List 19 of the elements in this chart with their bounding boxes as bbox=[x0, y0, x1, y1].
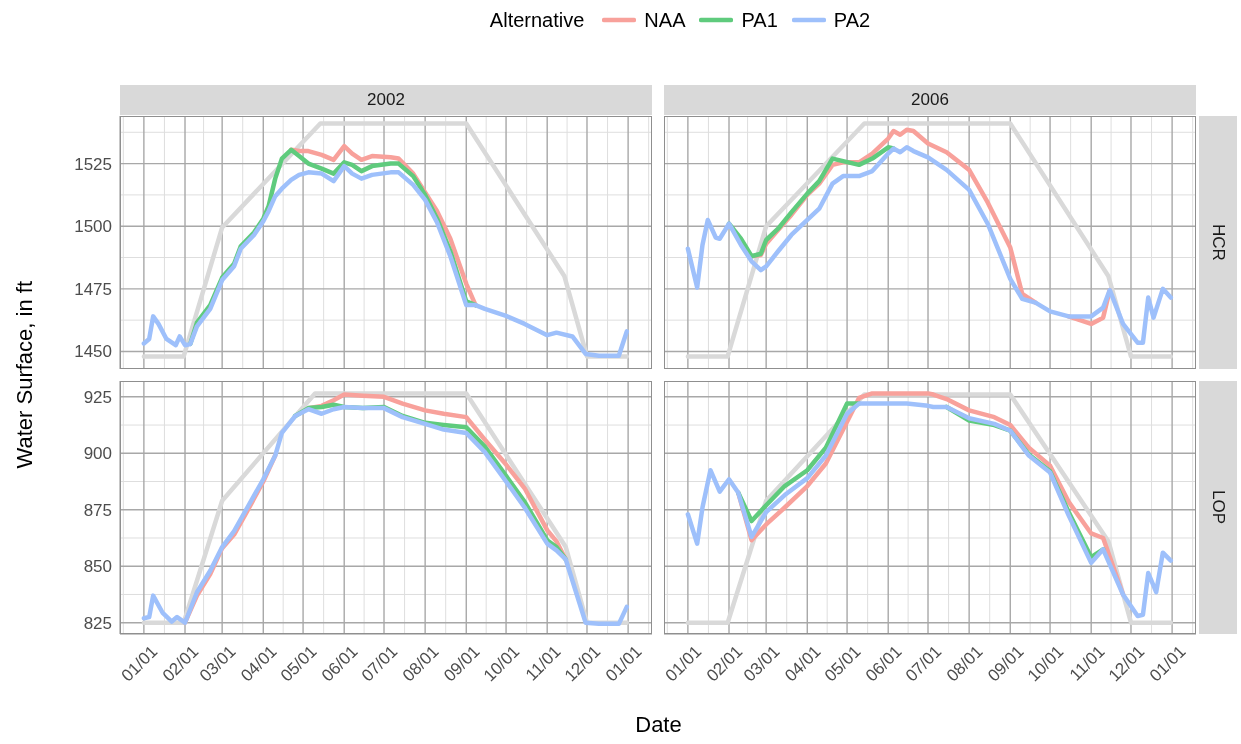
text: HCR bbox=[1208, 224, 1228, 261]
y-tick-label: 925 bbox=[83, 387, 112, 407]
legend-label: PA1 bbox=[741, 8, 778, 32]
y-tick-label: 825 bbox=[83, 613, 112, 633]
y-tick-label: 850 bbox=[83, 557, 112, 577]
legend-label: NAA bbox=[644, 8, 686, 32]
x-axis-title: Date bbox=[635, 712, 682, 737]
chart-title: 2002 bbox=[367, 90, 405, 110]
legend-title: Alternative bbox=[489, 8, 585, 32]
y-tick-label: 1450 bbox=[74, 342, 112, 362]
y-tick-label: 875 bbox=[83, 500, 112, 520]
y-tick-label: 900 bbox=[83, 444, 112, 464]
y-tick-label: 1475 bbox=[74, 279, 112, 299]
y-axis-title: Water Surface, in ft bbox=[12, 281, 38, 469]
text: LOP bbox=[1208, 490, 1228, 525]
y-tick-label: 1525 bbox=[74, 154, 112, 174]
legend-label: PA2 bbox=[833, 8, 871, 32]
chart-title: 2006 bbox=[911, 90, 949, 110]
y-tick-label: 1500 bbox=[74, 217, 112, 237]
